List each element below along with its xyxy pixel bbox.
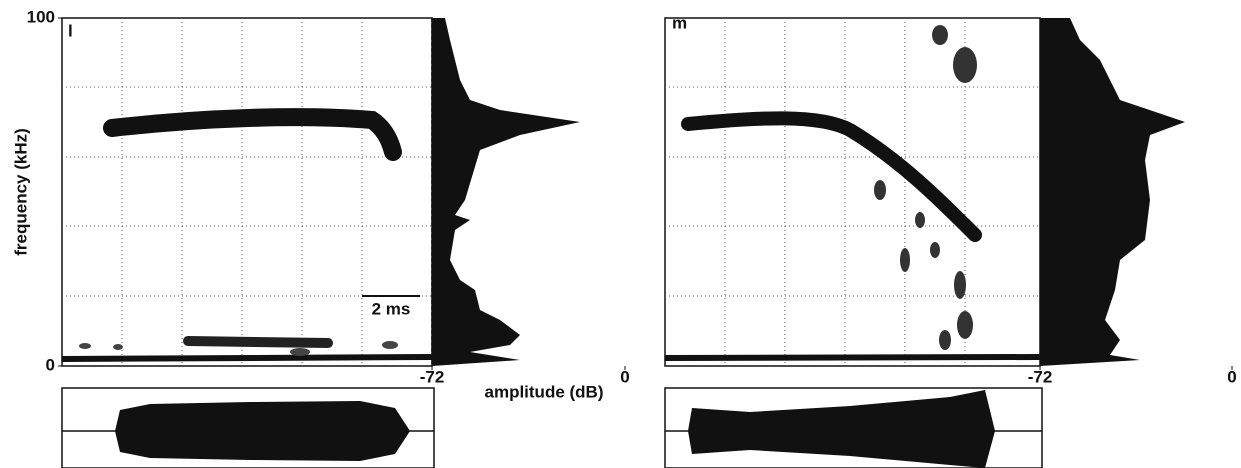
echo-noise xyxy=(874,25,977,350)
baseline-noise xyxy=(61,354,433,362)
panel-label: m xyxy=(672,13,687,32)
waveform xyxy=(688,390,995,468)
spectrum xyxy=(1040,18,1185,366)
harmonic-trace xyxy=(183,336,333,348)
panel-m: m xyxy=(664,13,1185,468)
frequency-axis-label: frequency (kHz) xyxy=(11,128,30,256)
x-tick-label: -72 xyxy=(1028,367,1053,386)
grid xyxy=(665,18,1040,366)
noise xyxy=(79,341,398,356)
spectrogram-frame xyxy=(664,17,1041,367)
y-tick-label: 100 xyxy=(27,7,55,26)
amplitude-axis-label: amplitude (dB) xyxy=(485,382,604,401)
panel-l: 2 ms l xyxy=(61,17,580,468)
y-tick-label: 0 xyxy=(46,355,55,374)
call-trace xyxy=(681,111,982,242)
waveform xyxy=(115,401,410,461)
x-tick-label: 0 xyxy=(620,367,629,386)
waveform-frame xyxy=(664,387,1043,468)
waveform-frame xyxy=(61,387,435,468)
x-tick-label: 0 xyxy=(1227,367,1236,386)
panel-label: l xyxy=(68,21,73,40)
call-trace xyxy=(103,108,402,161)
x-tick-label: -72 xyxy=(420,367,445,386)
scale-bar-label: 2 ms xyxy=(372,299,411,318)
spectrum xyxy=(432,18,580,366)
baseline-noise xyxy=(664,354,1041,361)
